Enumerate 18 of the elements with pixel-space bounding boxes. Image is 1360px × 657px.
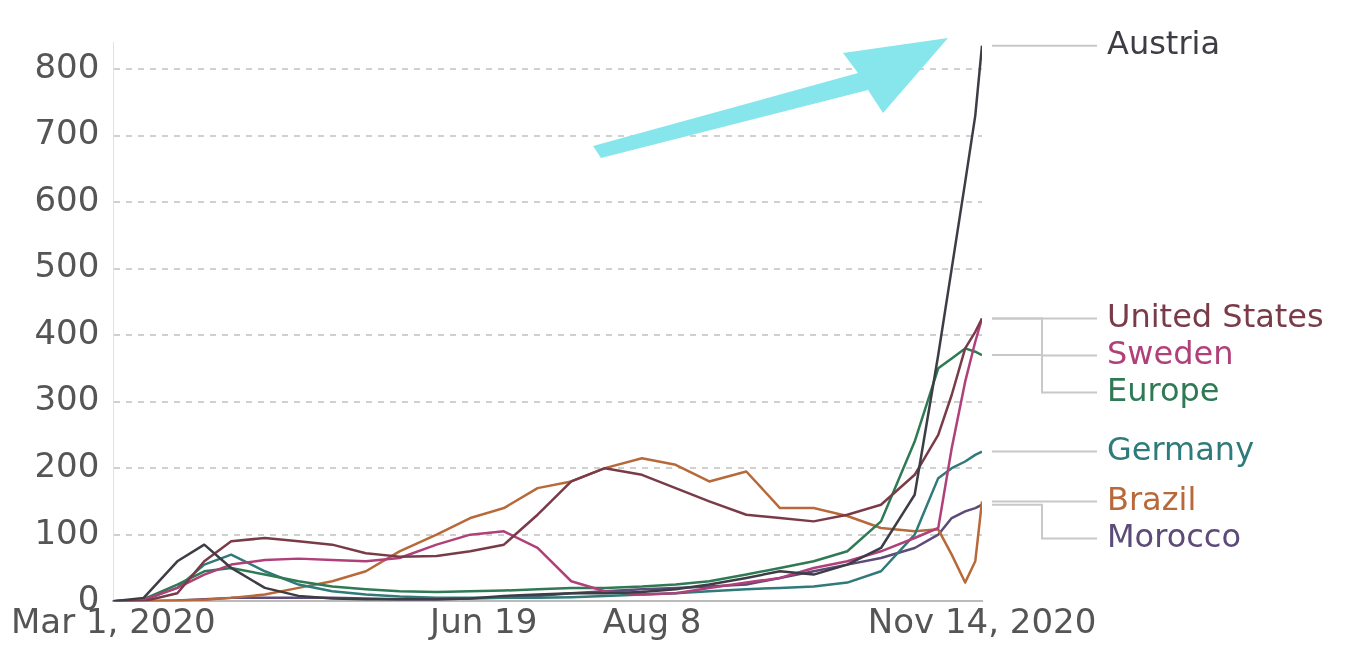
x-tick-label: Nov 14, 2020 <box>867 601 1097 642</box>
text: Germany <box>1107 429 1255 468</box>
text: Morocco <box>1107 516 1241 555</box>
x-tick-label: Aug 8 <box>602 601 702 642</box>
text: Sweden <box>1107 333 1234 372</box>
y-tick-label: 300 <box>34 378 100 419</box>
y-tick-label: 600 <box>34 178 100 219</box>
y-tick-label: 400 <box>34 311 100 352</box>
text: Austria <box>1107 24 1221 63</box>
text: Brazil <box>1107 479 1197 518</box>
y-tick-label: 700 <box>34 112 100 153</box>
y-tick-label: 100 <box>34 511 100 552</box>
text: Europe <box>1107 370 1220 409</box>
text: United States <box>1107 296 1324 335</box>
x-tick-label: Jun 19 <box>428 601 538 642</box>
y-tick-label: 500 <box>34 245 100 286</box>
y-tick-label: 200 <box>34 444 100 485</box>
y-tick-label: 800 <box>34 45 100 86</box>
